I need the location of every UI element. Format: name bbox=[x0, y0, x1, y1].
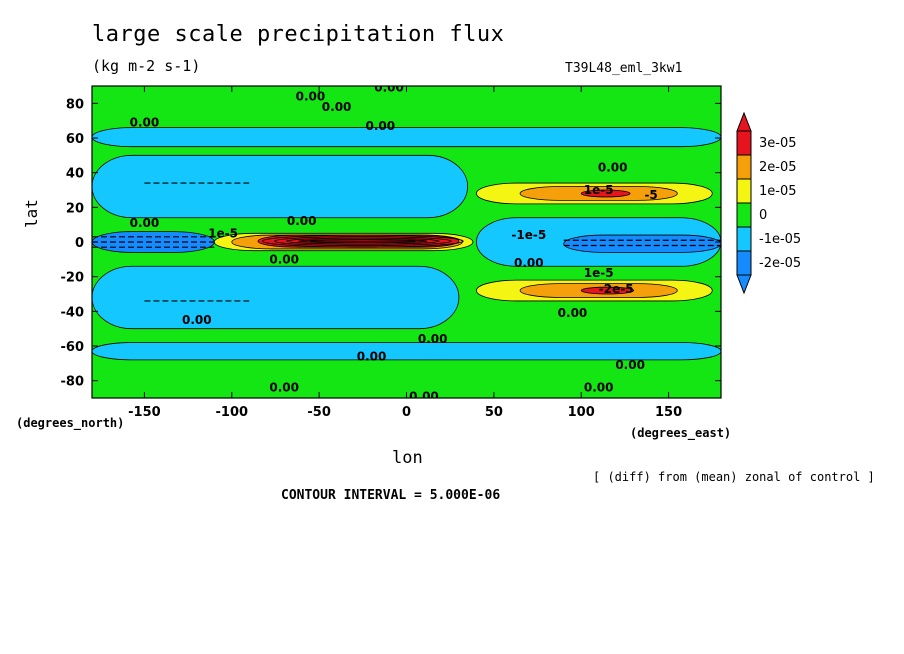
positive-contour bbox=[285, 237, 440, 245]
colorbar-swatch bbox=[736, 226, 752, 252]
x-tick-label: -50 bbox=[307, 405, 331, 420]
colorbar-swatch bbox=[736, 178, 752, 204]
contour-label: 0.00 bbox=[584, 381, 614, 395]
field-region-lightblue bbox=[92, 265, 460, 330]
colorbar-label: 3e-05 bbox=[759, 136, 797, 151]
contour-label: 0.00 bbox=[287, 214, 317, 228]
y-tick-label: 60 bbox=[66, 132, 84, 147]
diff-note: [ (diff) from (mean) zonal of control ] bbox=[593, 470, 875, 484]
colorbar-bottom-triangle bbox=[736, 274, 752, 295]
x-axis-units: (degrees_east) bbox=[630, 426, 732, 440]
field-region-lightblue bbox=[92, 127, 721, 148]
chart-title: large scale precipitation flux bbox=[92, 22, 505, 47]
contour-label: 0.00 bbox=[182, 313, 212, 327]
y-tick-label: -20 bbox=[61, 271, 85, 286]
positive-contour bbox=[297, 239, 428, 244]
field-region-blue bbox=[563, 234, 721, 253]
contour-label: 0.00 bbox=[558, 306, 588, 320]
field-region-lightblue bbox=[92, 342, 721, 361]
contour-label: 0.00 bbox=[130, 115, 160, 129]
contour-label: 0.00 bbox=[357, 349, 387, 363]
y-tick-label: 40 bbox=[66, 167, 84, 182]
y-axis-units: (degrees_north) bbox=[16, 416, 125, 430]
colorbar-label: -1e-05 bbox=[759, 232, 801, 247]
positive-contour bbox=[261, 234, 464, 248]
positive-contour bbox=[273, 236, 452, 247]
y-tick-label: -80 bbox=[61, 375, 85, 390]
contour-label: 0.00 bbox=[374, 81, 404, 95]
contour-label: 0.00 bbox=[322, 100, 352, 114]
contour-interval: CONTOUR INTERVAL = 5.000E-06 bbox=[281, 488, 501, 503]
y-tick-label: -60 bbox=[61, 340, 85, 355]
colorbar-swatch bbox=[736, 250, 752, 276]
contour-label: 0.00 bbox=[418, 332, 448, 346]
contour-label: 0.00 bbox=[296, 89, 326, 103]
y-tick-label: -40 bbox=[61, 305, 85, 320]
y-tick-label: 80 bbox=[66, 97, 84, 112]
x-tick-label: 150 bbox=[655, 405, 682, 420]
contour-label: 0.00 bbox=[365, 119, 395, 133]
contour-label: 0.00 bbox=[514, 256, 544, 270]
field-region-lightblue bbox=[92, 154, 469, 219]
y-tick-label: 20 bbox=[66, 201, 84, 216]
colorbar-top-triangle bbox=[736, 111, 752, 132]
field-region-red bbox=[580, 286, 635, 295]
contour-label: 0.00 bbox=[409, 389, 439, 403]
field-region-red bbox=[580, 189, 631, 198]
y-tick-label: 0 bbox=[75, 236, 84, 251]
x-axis-label: lon bbox=[392, 448, 423, 468]
colorbar-label: 0 bbox=[759, 208, 767, 223]
x-tick-label: 100 bbox=[568, 405, 595, 420]
contour-label: -1e-5 bbox=[511, 228, 546, 242]
x-tick-label: 0 bbox=[402, 405, 411, 420]
contour-label: 0.00 bbox=[615, 358, 645, 372]
x-tick-label: 50 bbox=[485, 405, 503, 420]
colorbar-label: 2e-05 bbox=[759, 160, 797, 175]
chart-units: (kg m-2 s-1) bbox=[92, 57, 201, 75]
x-tick-label: -100 bbox=[216, 405, 249, 420]
contour-label: 0.00 bbox=[598, 160, 628, 174]
colorbar-swatch bbox=[736, 130, 752, 156]
contour-label: 0.00 bbox=[130, 216, 160, 230]
contour-label: -5 bbox=[644, 188, 657, 202]
colorbar-swatch bbox=[736, 154, 752, 180]
contour-label: 1e-5 bbox=[584, 266, 614, 280]
x-tick-label: -150 bbox=[128, 405, 161, 420]
contour-label: 0.00 bbox=[269, 252, 299, 266]
colorbar-swatch bbox=[736, 202, 752, 228]
colorbar-label: -2e-05 bbox=[759, 256, 801, 271]
colorbar-label: 1e-05 bbox=[759, 184, 797, 199]
contour-label: 1e-5 bbox=[584, 183, 614, 197]
experiment-name: T39L48_eml_3kw1 bbox=[565, 61, 683, 76]
contour-label: 1e-5 bbox=[208, 226, 238, 240]
contour-label: -2e-5 bbox=[599, 282, 634, 296]
colorbar: 3e-05 2e-05 1e-05 0 -1e-05 -2e-05 bbox=[736, 111, 801, 295]
contour-label: 0.00 bbox=[269, 381, 299, 395]
